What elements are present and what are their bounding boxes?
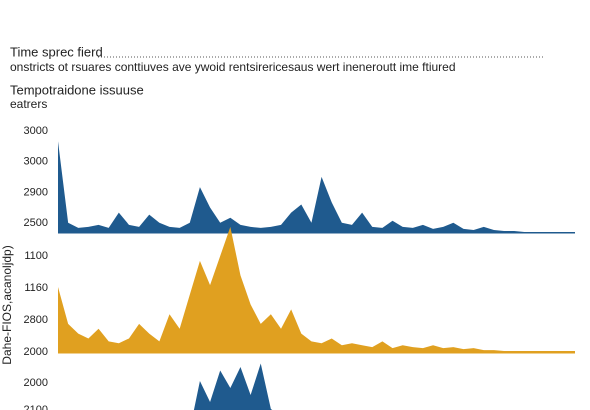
area xyxy=(58,141,575,233)
y-tick-label: 2500 xyxy=(24,217,48,229)
y-tick-label: 2800 xyxy=(24,314,48,326)
y-tick-label: 2100 xyxy=(24,404,48,410)
y-tick-label: 2900 xyxy=(24,186,48,198)
y-tick-label: 3000 xyxy=(24,125,48,137)
y-axis-label: Dahe-FIOS,acanoljdp) xyxy=(0,245,14,364)
y-tick-label: 3000 xyxy=(24,156,48,168)
y-tick-label: 2000 xyxy=(24,346,48,358)
section-title: Tempotraidone issuuse xyxy=(10,82,144,97)
y-tick-label: 1160 xyxy=(24,282,48,294)
title: Time sprec fierd xyxy=(10,44,103,59)
area xyxy=(58,226,575,353)
y-tick-label: 2000 xyxy=(24,377,48,389)
y-tick-label: 1100 xyxy=(24,250,48,262)
area xyxy=(193,363,273,410)
subtitle: onstricts ot rsuares conttiuves ave ywoi… xyxy=(10,60,456,74)
section-subtitle: eatrers xyxy=(10,97,47,111)
